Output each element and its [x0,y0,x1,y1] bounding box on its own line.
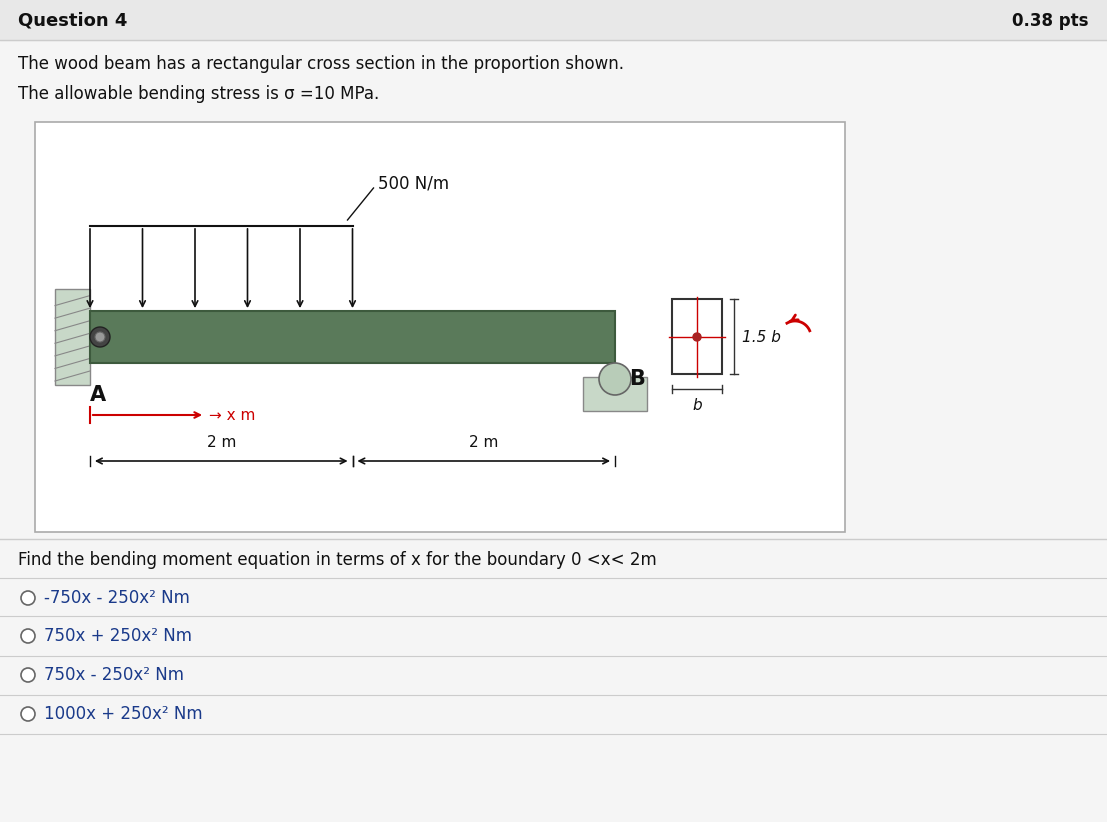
Circle shape [21,629,35,643]
Circle shape [693,333,701,341]
Circle shape [21,668,35,682]
Text: The wood beam has a rectangular cross section in the proportion shown.: The wood beam has a rectangular cross se… [18,55,624,73]
Text: A: A [90,385,106,405]
Text: -750x - 250x² Nm: -750x - 250x² Nm [44,589,190,607]
Bar [35,122,845,532]
Text: Find the bending moment equation in terms of x for the boundary 0 <x< 2m: Find the bending moment equation in term… [18,551,656,569]
Bar [55,289,90,385]
Bar [583,377,646,411]
Text: The allowable bending stress is σ =10 MPa.: The allowable bending stress is σ =10 MP… [18,85,380,103]
Text: Question 4: Question 4 [18,12,127,30]
Text: → x m: → x m [209,408,256,423]
Text: 1000x + 250x² Nm: 1000x + 250x² Nm [44,705,203,723]
Text: 500 N/m: 500 N/m [377,175,448,193]
Bar [90,311,615,363]
Text: B: B [629,369,645,389]
Text: 0.38 pts: 0.38 pts [1013,12,1089,30]
Bar [672,299,722,375]
Text: 750x - 250x² Nm: 750x - 250x² Nm [44,666,184,684]
Circle shape [599,363,631,395]
Bar [0,0,1107,40]
Text: 2 m: 2 m [207,435,236,450]
Text: b: b [692,398,702,413]
Circle shape [90,327,110,347]
Circle shape [21,591,35,605]
Circle shape [21,707,35,721]
Circle shape [95,332,105,342]
Text: 1.5 b: 1.5 b [742,330,780,344]
Text: 750x + 250x² Nm: 750x + 250x² Nm [44,627,192,645]
Text: 2 m: 2 m [469,435,498,450]
